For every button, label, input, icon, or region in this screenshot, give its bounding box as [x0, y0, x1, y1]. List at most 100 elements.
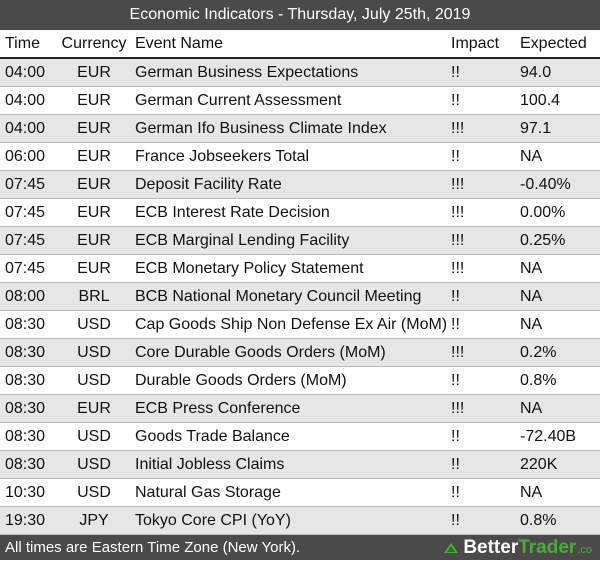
- table-row: 06:00 EUR France Jobseekers Total!! NA: [0, 143, 600, 171]
- event-name-cell: France Jobseekers Total: [135, 148, 310, 165]
- table-row: 08:30 USD Goods Trade Balance!! -72.40B: [0, 423, 600, 451]
- time-cell: 07:45: [5, 260, 46, 277]
- table-row: 08:30 USD Initial Jobless Claims!! 220K: [0, 451, 600, 479]
- event-name-cell: Deposit Facility Rate: [135, 176, 282, 193]
- currency-cell: EUR: [77, 176, 111, 193]
- impact-cell: !!!: [451, 232, 465, 249]
- column-header-impact: Impact: [451, 35, 500, 52]
- indicator-table: 04:00 EUR German Business Expectations!! 94…: [0, 59, 600, 535]
- event-name-cell: Durable Goods Orders (MoM): [135, 372, 347, 389]
- currency-cell: EUR: [77, 120, 111, 137]
- time-cell: 08:30: [5, 316, 46, 333]
- currency-cell: USD: [77, 316, 111, 333]
- event-name-cell: Goods Trade Balance: [135, 428, 290, 445]
- currency-cell: EUR: [77, 204, 111, 221]
- expected-cell: 0.2%: [520, 344, 557, 361]
- time-cell: 08:30: [5, 344, 46, 361]
- event-name-cell: Core Durable Goods Orders (MoM): [135, 344, 386, 361]
- event-name-cell: German Ifo Business Climate Index: [135, 120, 387, 137]
- expected-cell: 100.4: [520, 92, 561, 109]
- time-cell: 19:30: [5, 512, 46, 529]
- currency-cell: EUR: [77, 260, 111, 277]
- table-header: Time Currency Event Name Impact Expected: [0, 30, 600, 59]
- table-row: 10:30 USD Natural Gas Storage!! NA: [0, 479, 600, 507]
- impact-cell: !!: [451, 288, 460, 305]
- currency-cell: EUR: [77, 64, 111, 81]
- time-cell: 08:30: [5, 428, 46, 445]
- table-row: 07:45 EUR Deposit Facility Rate!!! -0.40%: [0, 171, 600, 199]
- footer-bar: All times are Eastern Time Zone (New Yor…: [0, 535, 600, 560]
- impact-cell: !!!: [451, 204, 465, 221]
- table-row: 07:45 EUR ECB Marginal Lending Facility!!!…: [0, 227, 600, 255]
- table-row: 04:00 EUR German Business Expectations!! 94…: [0, 59, 600, 87]
- event-name-cell: ECB Monetary Policy Statement: [135, 260, 364, 277]
- event-name-cell: ECB Press Conference: [135, 400, 301, 417]
- impact-cell: !!: [451, 484, 460, 501]
- table-row: 04:00 EUR German Current Assessment!! 100.4: [0, 87, 600, 115]
- expected-cell: 97.1: [520, 120, 552, 137]
- event-name-cell: ECB Marginal Lending Facility: [135, 232, 350, 249]
- event-name-cell: Tokyo Core CPI (YoY): [135, 512, 291, 529]
- currency-cell: JPY: [79, 512, 109, 529]
- event-name-cell: Cap Goods Ship Non Defense Ex Air (MoM): [135, 316, 448, 333]
- table-row: 08:30 EUR ECB Press Conference!!! NA: [0, 395, 600, 423]
- expected-cell: NA: [520, 484, 543, 501]
- impact-cell: !!: [451, 428, 460, 445]
- impact-cell: !!: [451, 372, 460, 389]
- time-cell: 08:30: [5, 400, 46, 417]
- time-cell: 04:00: [5, 120, 46, 137]
- currency-cell: EUR: [77, 148, 111, 165]
- brand-name-part1: Better: [463, 537, 519, 558]
- currency-cell: EUR: [77, 400, 111, 417]
- table-row: 08:30 USD Durable Goods Orders (MoM)!! 0.8%: [0, 367, 600, 395]
- table-row: 07:45 EUR ECB Monetary Policy Statement!!!…: [0, 255, 600, 283]
- time-cell: 08:30: [5, 372, 46, 389]
- impact-cell: !!: [451, 92, 460, 109]
- time-cell: 08:30: [5, 456, 46, 473]
- impact-cell: !!: [451, 456, 460, 473]
- impact-cell: !!: [451, 148, 460, 165]
- page-title: Economic Indicators - Thursday, July 25t…: [0, 0, 600, 30]
- expected-cell: 0.00%: [520, 204, 566, 221]
- column-header-expected: Expected: [520, 35, 587, 52]
- table-row: 19:30 JPY Tokyo Core CPI (YoY)!! 0.8%: [0, 507, 600, 535]
- currency-cell: USD: [77, 428, 111, 445]
- brand-name-part2: Trader: [518, 537, 577, 558]
- table-row: 07:45 EUR ECB Interest Rate Decision!!! 0.0…: [0, 199, 600, 227]
- event-name-cell: Initial Jobless Claims: [135, 456, 285, 473]
- expected-cell: NA: [520, 316, 543, 333]
- table-row: 04:00 EUR German Ifo Business Climate Inde…: [0, 115, 600, 143]
- table-row: 08:30 USD Cap Goods Ship Non Defense Ex Ai…: [0, 311, 600, 339]
- currency-cell: USD: [77, 484, 111, 501]
- bettertrader-logo-icon: [444, 542, 459, 553]
- brand-suffix: .co: [577, 543, 592, 556]
- expected-cell: NA: [520, 400, 543, 417]
- time-cell: 04:00: [5, 92, 46, 109]
- event-name-cell: BCB National Monetary Council Meeting: [135, 288, 422, 305]
- event-name-cell: ECB Interest Rate Decision: [135, 204, 330, 221]
- table-row: 08:30 USD Core Durable Goods Orders (MoM)!…: [0, 339, 600, 367]
- impact-cell: !!: [451, 316, 460, 333]
- expected-cell: -0.40%: [520, 176, 571, 193]
- impact-cell: !!!: [451, 400, 465, 417]
- expected-cell: NA: [520, 288, 543, 305]
- table-row: 08:00 BRL BCB National Monetary Council Me…: [0, 283, 600, 311]
- time-cell: 08:00: [5, 288, 46, 305]
- currency-cell: USD: [77, 372, 111, 389]
- time-cell: 10:30: [5, 484, 46, 501]
- currency-cell: EUR: [77, 92, 111, 109]
- expected-cell: 0.25%: [520, 232, 566, 249]
- event-name-cell: German Business Expectations: [135, 64, 359, 81]
- time-cell: 07:45: [5, 176, 46, 193]
- column-header-time: Time: [5, 35, 40, 52]
- brand-logo: Better Trader .co: [443, 535, 592, 560]
- impact-cell: !!!: [451, 176, 465, 193]
- expected-cell: NA: [520, 260, 543, 277]
- time-cell: 04:00: [5, 64, 46, 81]
- expected-cell: NA: [520, 148, 543, 165]
- column-header-currency: Currency: [61, 35, 127, 52]
- impact-cell: !!: [451, 64, 460, 81]
- event-name-cell: German Current Assessment: [135, 92, 342, 109]
- timezone-note: All times are Eastern Time Zone (New Yor…: [5, 539, 301, 556]
- time-cell: 07:45: [5, 204, 46, 221]
